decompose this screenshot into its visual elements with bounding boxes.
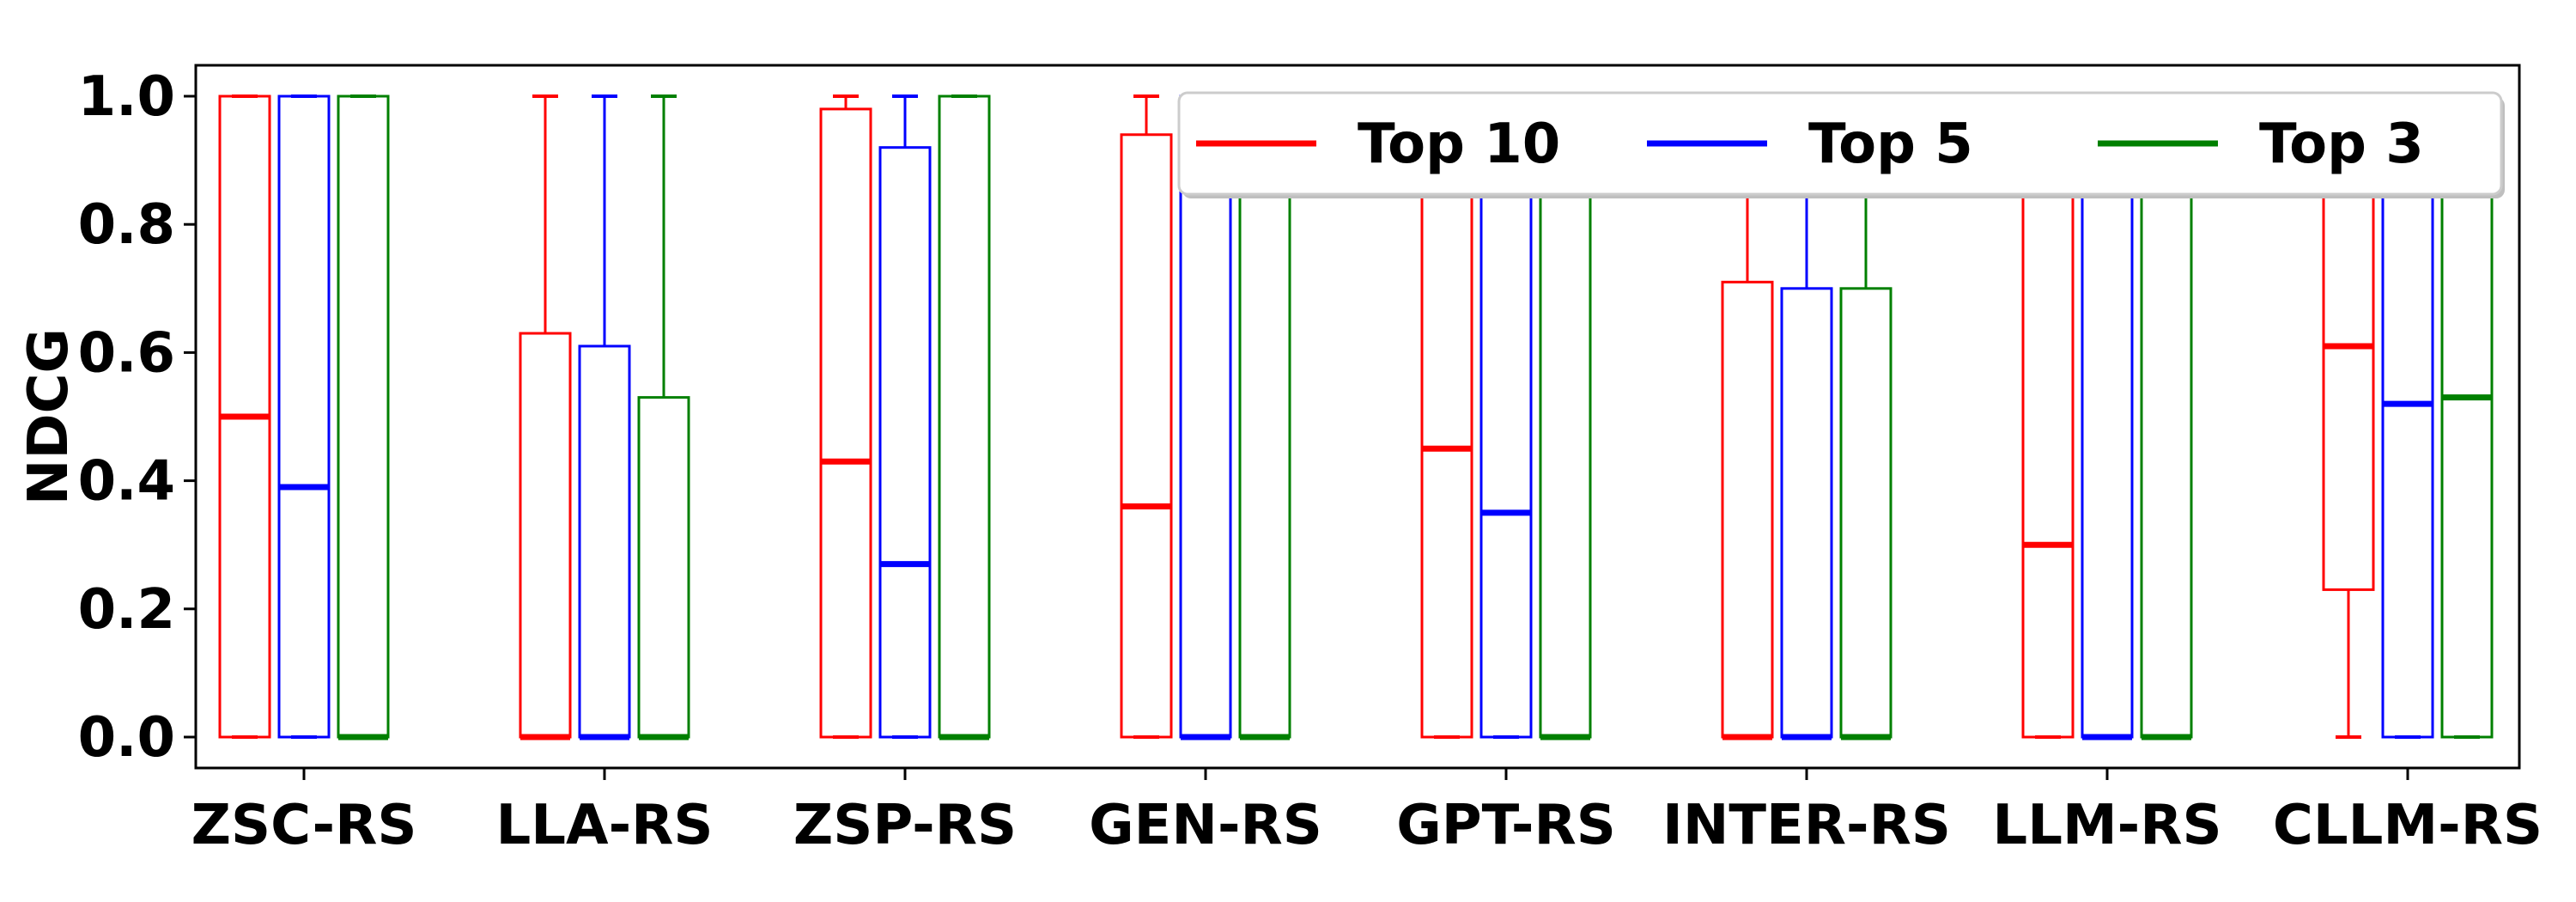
y-tick-label: 1.0 — [78, 65, 175, 129]
box-group — [819, 94, 872, 739]
y-tick-label: 0.0 — [78, 706, 175, 770]
box-group — [637, 94, 690, 740]
box-group — [878, 94, 932, 739]
box-group — [578, 94, 631, 740]
box-iqr — [277, 94, 331, 739]
x-tick-label: LLM-RS — [1992, 794, 2221, 857]
box-iqr — [1721, 280, 1774, 739]
box-iqr — [938, 94, 991, 739]
box-iqr — [1120, 133, 1173, 739]
box-group — [938, 94, 991, 740]
legend-label: Top 5 — [1808, 113, 1973, 176]
box-group — [277, 94, 331, 739]
box-group — [218, 94, 271, 739]
box-group — [337, 94, 390, 740]
legend-box — [1177, 91, 2503, 196]
y-tick-label: 0.4 — [78, 450, 175, 514]
x-tick-label: INTER-RS — [1662, 794, 1951, 857]
axes-layer: 0.0 0.2 0.4 0.6 0.8 1.0 ZSC-RS LLA-RS ZSP-RS GEN-… — [78, 65, 2543, 857]
legend: Top 10 Top 5 Top 3 — [1177, 91, 2505, 198]
box-iqr — [337, 94, 390, 739]
y-tick-label: 0.2 — [78, 578, 175, 642]
box-iqr — [819, 107, 872, 739]
x-tick-label: CLLM-RS — [2273, 794, 2543, 857]
box-iqr — [878, 146, 932, 739]
x-tick-label: ZSC-RS — [191, 794, 417, 857]
box-iqr — [637, 396, 690, 739]
y-tick-label: 0.8 — [78, 193, 175, 257]
legend-label: Top 10 — [1358, 113, 1560, 176]
y-axis-title: NDCG — [17, 328, 81, 505]
x-tick-label: GPT-RS — [1396, 794, 1616, 857]
box-iqr — [1780, 287, 1833, 739]
x-tick-label: GEN-RS — [1089, 794, 1322, 857]
boxes-layer — [218, 94, 2494, 740]
box-iqr — [1839, 287, 1893, 739]
box-iqr — [519, 332, 572, 739]
box-iqr — [578, 344, 631, 739]
x-tick-label: LLA-RS — [495, 794, 713, 857]
plot-frame — [194, 64, 2521, 770]
box-group — [1120, 94, 1173, 739]
y-tick-label: 0.6 — [78, 321, 175, 385]
box-group — [519, 94, 572, 740]
x-tick-label: ZSP-RS — [793, 794, 1017, 857]
legend-label: Top 3 — [2259, 113, 2424, 176]
